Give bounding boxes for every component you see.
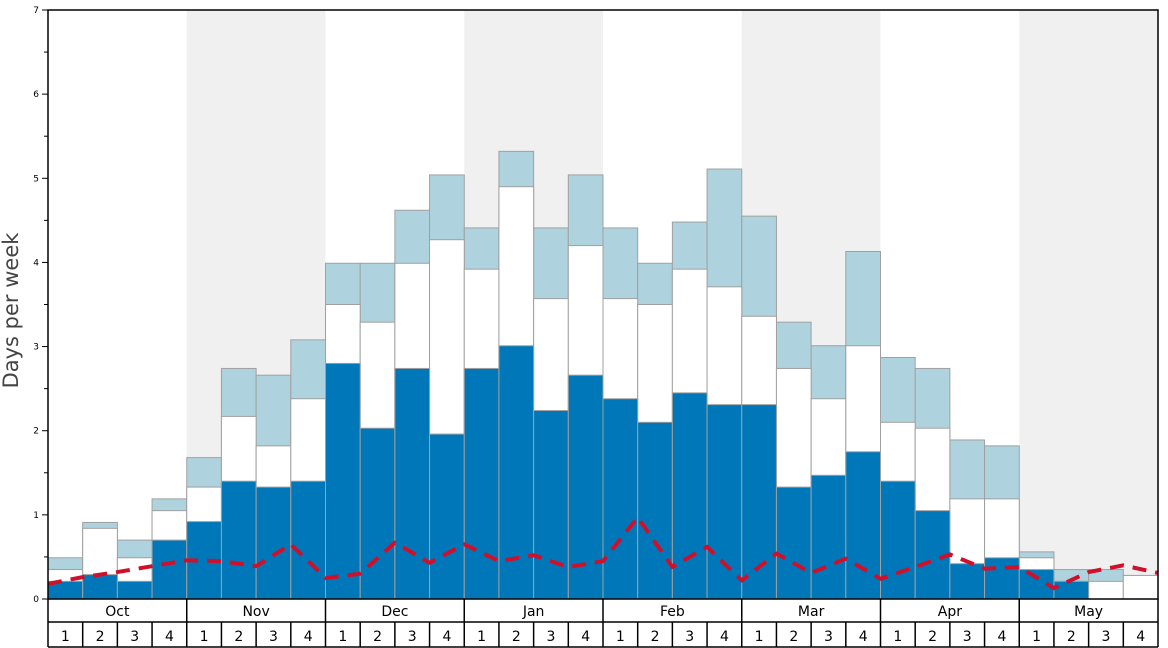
week-label: 3 — [685, 629, 694, 645]
month-label-apr: Apr — [938, 604, 962, 620]
bar-bottom-12 — [429, 433, 465, 600]
bar-bottom-23 — [810, 474, 847, 600]
week-label: 3 — [547, 629, 556, 645]
week-label: 3 — [824, 629, 833, 645]
week-label: 3 — [408, 629, 417, 645]
y-tick-label-0: 0 — [33, 595, 39, 605]
y-tick-label-5: 5 — [33, 174, 39, 184]
bar-bottom-9 — [325, 362, 361, 600]
week-label: 3 — [963, 629, 972, 645]
week-label: 2 — [512, 629, 521, 645]
week-label: 1 — [1032, 629, 1041, 645]
month-label-jan: Jan — [522, 604, 545, 620]
week-label: 1 — [477, 629, 486, 645]
week-label: 4 — [304, 629, 313, 645]
bar-bottom-8 — [290, 480, 326, 600]
bar-middle-31 — [1088, 580, 1124, 600]
bar-bottom-6 — [220, 480, 257, 600]
bar-bottom-7 — [255, 486, 292, 600]
week-label: 3 — [130, 629, 139, 645]
bar-bottom-21 — [741, 404, 777, 600]
bar-bottom-13 — [463, 367, 500, 600]
week-label: 3 — [1102, 629, 1111, 645]
bar-bottom-4 — [151, 539, 188, 600]
week-label: 4 — [859, 629, 868, 645]
bar-bottom-22 — [775, 486, 812, 600]
week-label: 1 — [893, 629, 902, 645]
week-label: 4 — [165, 629, 174, 645]
week-label: 2 — [96, 629, 105, 645]
week-label: 1 — [755, 629, 764, 645]
bar-bottom-19 — [671, 392, 708, 600]
bar-bottom-3 — [116, 580, 153, 600]
dashed-line-series — [47, 515, 1159, 591]
bars-layer — [47, 150, 1159, 600]
bar-bottom-15 — [533, 410, 569, 600]
week-label: 1 — [338, 629, 347, 645]
bar-bottom-25 — [880, 480, 916, 600]
week-label: 3 — [269, 629, 278, 645]
week-label: 2 — [1067, 629, 1076, 645]
week-label: 1 — [200, 629, 209, 645]
month-label-feb: Feb — [660, 604, 685, 620]
bar-middle-32 — [1122, 574, 1159, 600]
month-label-dec: Dec — [381, 604, 408, 620]
week-label: 2 — [234, 629, 243, 645]
bar-bottom-28 — [984, 557, 1020, 600]
month-shade-may — [1019, 10, 1158, 599]
y-tick-label-6: 6 — [33, 90, 39, 100]
week-label: 2 — [373, 629, 382, 645]
y-tick-label-4: 4 — [33, 258, 39, 268]
month-label-oct: Oct — [105, 604, 130, 620]
bar-bottom-17 — [602, 398, 639, 600]
line-layer — [47, 515, 1159, 591]
bar-bottom-30 — [1053, 580, 1090, 600]
bar-bottom-20 — [706, 404, 743, 600]
y-tick-label-7: 7 — [33, 6, 39, 16]
y-tick-label-3: 3 — [33, 343, 39, 353]
bar-bottom-10 — [359, 427, 396, 600]
month-label-mar: Mar — [798, 604, 825, 620]
week-label: 4 — [997, 629, 1006, 645]
month-label-may: May — [1074, 604, 1103, 620]
bar-bottom-18 — [637, 421, 673, 600]
week-label: 4 — [442, 629, 451, 645]
bar-bottom-24 — [845, 451, 881, 600]
week-label: 2 — [651, 629, 660, 645]
y-tick-label-2: 2 — [33, 427, 39, 437]
bar-bottom-27 — [949, 563, 986, 600]
week-label: 2 — [928, 629, 937, 645]
week-label: 1 — [61, 629, 70, 645]
x-axis-layer: Oct Nov Dec Jan Feb Mar Apr May 1 2 3 4 1 2 3 4 1 2 3 4 1 2 3 4… — [47, 599, 1159, 648]
week-label: 4 — [581, 629, 590, 645]
week-label: 4 — [720, 629, 729, 645]
bar-bottom-14 — [498, 345, 535, 600]
week-label: 1 — [616, 629, 625, 645]
month-label-nov: Nov — [242, 604, 269, 620]
y-axis-label: Days per week — [0, 232, 23, 389]
bar-bottom-2 — [82, 574, 118, 600]
week-label: 2 — [789, 629, 798, 645]
bar-bottom-11 — [394, 367, 431, 600]
y-tick-label-1: 1 — [33, 511, 39, 521]
week-label: 4 — [1136, 629, 1145, 645]
